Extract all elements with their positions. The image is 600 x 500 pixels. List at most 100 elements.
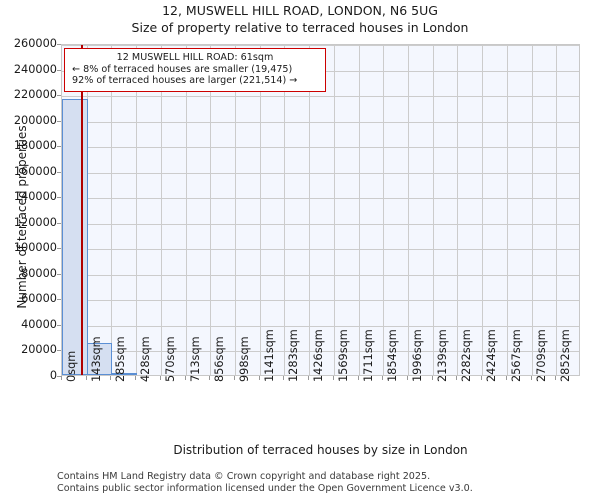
gridline-vertical (186, 45, 187, 375)
gridline-vertical (161, 45, 162, 375)
x-tick-mark (110, 376, 111, 380)
gridline-horizontal (62, 45, 579, 46)
x-tick-label: 713sqm (189, 336, 202, 382)
x-axis-label: Distribution of terraced houses by size … (173, 443, 468, 457)
y-tick-mark (57, 95, 61, 96)
x-tick-mark (333, 376, 334, 380)
y-tick-label: 20000 (21, 343, 57, 356)
gridline-vertical (556, 45, 557, 375)
y-tick-mark (57, 121, 61, 122)
gridline-vertical (111, 45, 112, 375)
y-tick-label: 180000 (13, 139, 57, 152)
x-tick-mark (481, 376, 482, 380)
y-tick-mark (57, 274, 61, 275)
x-tick-mark (61, 376, 62, 380)
y-tick-mark (57, 223, 61, 224)
gridline-vertical (532, 45, 533, 375)
y-tick-mark (57, 248, 61, 249)
x-tick-mark (432, 376, 433, 380)
y-tick-label: 60000 (21, 292, 57, 305)
y-tick-label: 200000 (13, 114, 57, 127)
page-title: 12, MUSWELL HILL ROAD, LONDON, N6 5UG (162, 3, 438, 18)
x-tick-mark (185, 376, 186, 380)
annotation-line-smaller: ← 8% of terraced houses are smaller (19,… (72, 63, 293, 75)
histogram-bar (87, 343, 112, 375)
footer-line-2: Contains public sector information licen… (57, 482, 473, 494)
x-tick-mark (506, 376, 507, 380)
x-tick-mark (407, 376, 408, 380)
gridline-vertical (408, 45, 409, 375)
x-tick-label: 143sqm (90, 336, 103, 382)
x-tick-label: 1426sqm (312, 329, 325, 382)
gridline-horizontal (62, 326, 579, 327)
gridline-horizontal (62, 122, 579, 123)
x-tick-mark (531, 376, 532, 380)
attribution-footer: Contains HM Land Registry data © Crown c… (57, 471, 473, 494)
x-tick-label: 856sqm (213, 336, 226, 382)
x-tick-label: 285sqm (114, 336, 127, 382)
x-tick-label: 1854sqm (386, 329, 399, 382)
x-tick-label: 2139sqm (436, 329, 449, 382)
gridline-vertical (383, 45, 384, 375)
gridline-vertical (136, 45, 137, 375)
x-tick-mark (555, 376, 556, 380)
y-axis-ticks: 0 20000 40000 60000 80000 100000 120000 140000 1… (0, 0, 61, 500)
y-tick-label: 160000 (13, 165, 57, 178)
gridline-vertical (457, 45, 458, 375)
y-tick-mark (57, 376, 61, 377)
x-tick-mark (209, 376, 210, 380)
gridline-vertical (433, 45, 434, 375)
chart-subtitle: Size of property relative to terraced ho… (131, 20, 469, 35)
property-marker-line (81, 45, 83, 375)
x-tick-label: 2567sqm (510, 329, 523, 382)
x-tick-label: 1141sqm (263, 329, 276, 382)
gridline-vertical (359, 45, 360, 375)
x-tick-label: 2282sqm (460, 329, 473, 382)
gridline-vertical (309, 45, 310, 375)
gridline-vertical (210, 45, 211, 375)
y-tick-mark (57, 70, 61, 71)
x-tick-label: 0sqm (65, 350, 78, 382)
x-tick-label: 570sqm (164, 336, 177, 382)
x-tick-mark (259, 376, 260, 380)
x-tick-label: 998sqm (238, 336, 251, 382)
x-tick-label: 2424sqm (485, 329, 498, 382)
y-tick-label: 120000 (13, 216, 57, 229)
x-tick-mark (135, 376, 136, 380)
x-tick-mark (86, 376, 87, 380)
annotation-line-title: 12 MUSWELL HILL ROAD: 61sqm (116, 52, 274, 63)
y-tick-mark (57, 44, 61, 45)
y-tick-label: 220000 (13, 88, 57, 101)
gridline-vertical (334, 45, 335, 375)
x-tick-mark (160, 376, 161, 380)
histogram-bar (111, 373, 137, 375)
x-tick-label: 428sqm (139, 336, 152, 382)
x-tick-label: 1569sqm (337, 329, 350, 382)
x-tick-mark (234, 376, 235, 380)
gridline-vertical (235, 45, 236, 375)
gridline-horizontal (62, 147, 579, 148)
gridline-vertical (482, 45, 483, 375)
footer-line-1: Contains HM Land Registry data © Crown c… (57, 471, 431, 482)
histogram-bar (62, 99, 88, 375)
gridline-horizontal (62, 173, 579, 174)
gridline-horizontal (62, 96, 579, 97)
y-tick-label: 260000 (13, 37, 57, 50)
y-tick-label: 240000 (13, 63, 57, 76)
x-tick-label: 2852sqm (559, 329, 572, 382)
gridline-horizontal (62, 275, 579, 276)
gridline-horizontal (62, 351, 579, 352)
y-tick-mark (57, 197, 61, 198)
gridline-vertical (260, 45, 261, 375)
x-tick-label: 1996sqm (411, 329, 424, 382)
y-tick-mark (57, 299, 61, 300)
y-tick-label: 80000 (21, 267, 57, 280)
gridline-vertical (507, 45, 508, 375)
y-tick-mark (57, 172, 61, 173)
gridline-horizontal (62, 224, 579, 225)
chart-plot-area (61, 44, 580, 376)
x-tick-label: 1711sqm (362, 329, 375, 382)
y-tick-label: 100000 (13, 241, 57, 254)
y-tick-label: 0 (49, 369, 57, 382)
x-tick-mark (358, 376, 359, 380)
